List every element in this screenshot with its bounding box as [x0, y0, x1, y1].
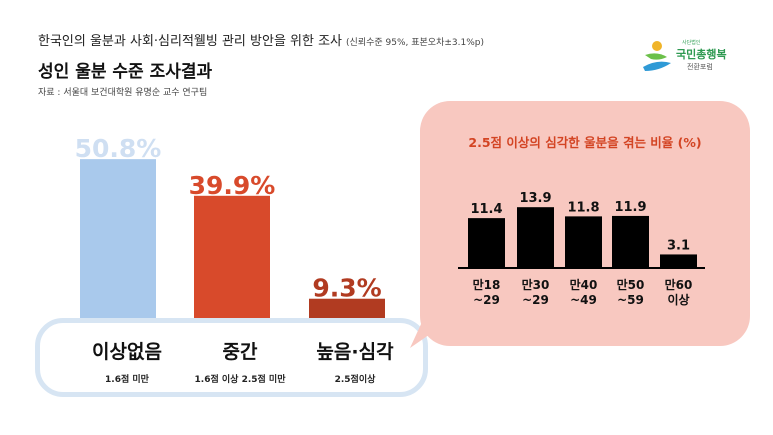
inset-chart-title: 2.5점 이상의 심각한 울분을 겪는 비율 (%) — [468, 135, 702, 150]
logo-sub: 전환포럼 — [687, 63, 713, 71]
data-label: 9.3% — [312, 274, 381, 303]
tick-label: ~29 — [473, 293, 500, 307]
tick-label: 만50 — [617, 277, 645, 292]
category-none: 이상없음 1.6점 미만 — [62, 337, 192, 385]
tick-label: 만40 — [570, 277, 598, 292]
person-leaf-icon — [643, 41, 671, 71]
category-subtitle: 2.5점이상 — [334, 375, 376, 385]
logo: 사단법인 국민총행복 전환포럼 — [637, 37, 757, 77]
data-label: 11.9 — [614, 200, 646, 215]
tick-label: 만60 — [665, 277, 693, 292]
survey-note: (신뢰수준 95%, 표본오차±3.1%p) — [346, 38, 484, 48]
tick-label: 만18 — [473, 277, 501, 292]
category-subtitle: 1.6점 이상 2.5점 미만 — [194, 375, 286, 385]
page-title: 성인 울분 수준 조사결과 — [38, 62, 213, 82]
data-label: 50.8% — [75, 134, 162, 163]
tick-label: ~29 — [522, 293, 549, 307]
data-label: 39.9% — [189, 171, 276, 200]
data-label: 11.8 — [567, 200, 599, 215]
data-label: 3.1 — [667, 238, 690, 253]
logo-small-text: 사단법인 — [682, 40, 701, 46]
category-label: 이상없음 — [92, 341, 162, 363]
tick-label: 만30 — [522, 277, 550, 292]
bar — [517, 207, 554, 268]
data-label: 13.9 — [519, 191, 551, 206]
category-subtitle: 1.6점 미만 — [105, 375, 149, 385]
data-label: 11.4 — [470, 202, 502, 217]
source-note: 자료 : 서울대 보건대학원 유명순 교수 연구팀 — [38, 88, 208, 98]
category-mid: 중간 1.6점 이상 2.5점 미만 — [175, 337, 305, 385]
bar — [612, 215, 649, 268]
survey-title: 한국인의 울분과 사회·심리적웰빙 관리 방안을 위한 조사 (신뢰수준 95%,… — [38, 30, 484, 49]
category-panel: 이상없음 1.6점 미만 중간 1.6점 이상 2.5점 미만 높음·심각 2.… — [35, 318, 428, 397]
category-label: 중간 — [222, 341, 258, 363]
bar — [660, 254, 697, 268]
tick-label: 이상 — [667, 292, 689, 307]
bar — [565, 216, 602, 268]
bar — [194, 195, 270, 330]
bar — [468, 218, 505, 268]
category-high: 높음·심각 2.5점이상 — [290, 337, 420, 385]
logo-name: 국민총행복 — [676, 48, 727, 61]
category-label: 높음·심각 — [316, 341, 394, 363]
tick-label: ~59 — [617, 293, 644, 307]
bar — [80, 159, 156, 330]
survey-title-text: 한국인의 울분과 사회·심리적웰빙 관리 방안을 위한 조사 — [38, 34, 343, 49]
tick-label: ~49 — [570, 293, 597, 307]
